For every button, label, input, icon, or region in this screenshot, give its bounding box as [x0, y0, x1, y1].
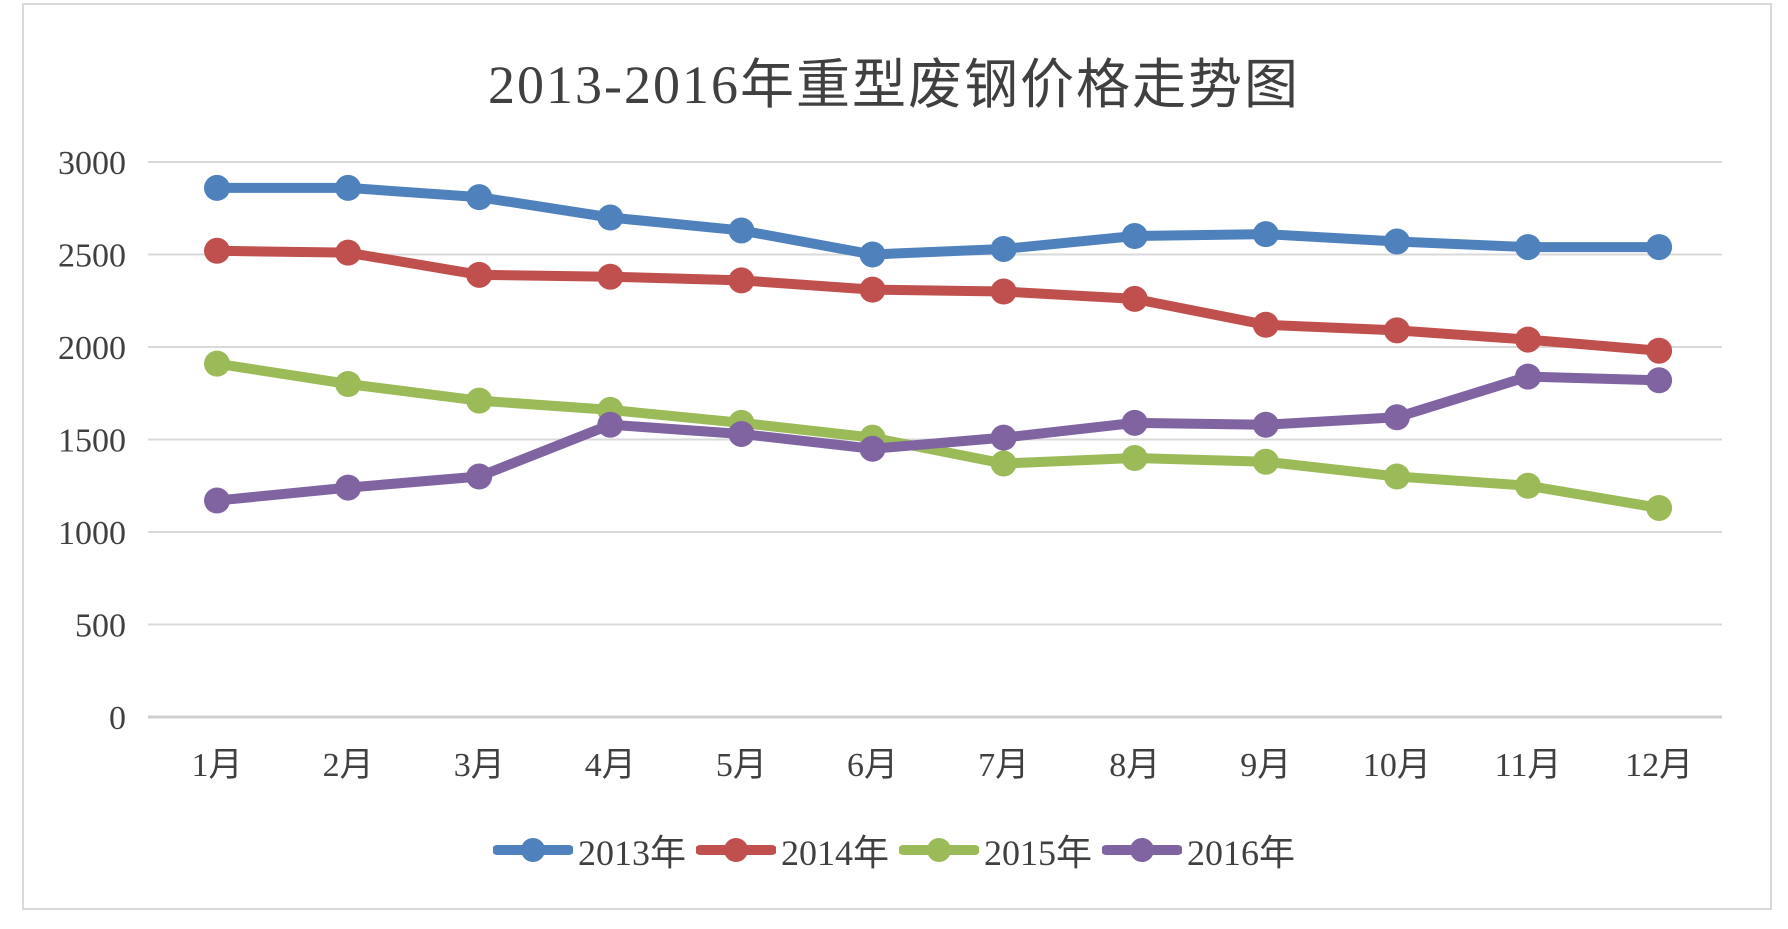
- data-point-marker: [204, 487, 230, 514]
- data-point-marker: [990, 278, 1017, 305]
- data-point-marker: [990, 450, 1017, 477]
- data-point-marker: [335, 371, 362, 397]
- data-point-marker: [204, 350, 230, 377]
- data-point-marker: [204, 174, 230, 201]
- x-axis-tick-label: 1月: [192, 747, 243, 784]
- data-point-marker: [1121, 223, 1148, 249]
- data-point-marker: [1383, 404, 1410, 431]
- legend-marker-icon: [1102, 838, 1183, 862]
- y-axis-tick-label: 0: [109, 700, 126, 737]
- data-point-marker: [1121, 285, 1148, 312]
- data-point-marker: [1121, 409, 1148, 436]
- data-point-marker: [1383, 228, 1410, 255]
- legend-item-2015: 2015年: [899, 824, 1092, 876]
- data-point-marker: [1121, 445, 1148, 471]
- data-point-marker: [1515, 234, 1541, 261]
- data-point-marker: [1515, 326, 1541, 353]
- data-point-marker: [1383, 317, 1410, 344]
- legend-item-label: 2014年: [780, 833, 889, 873]
- legend-marker-icon: [492, 838, 573, 862]
- data-point-marker: [1515, 472, 1541, 499]
- data-point-marker: [1646, 337, 1673, 364]
- legend-marker-icon: [695, 838, 776, 862]
- data-point-marker: [466, 387, 493, 414]
- data-point-marker: [728, 217, 755, 244]
- data-point-marker: [204, 237, 230, 264]
- data-point-marker: [990, 424, 1017, 451]
- data-point-marker: [1252, 311, 1279, 338]
- data-point-marker: [1646, 494, 1673, 521]
- data-point-marker: [1383, 463, 1410, 490]
- data-point-marker: [1252, 448, 1279, 475]
- data-point-marker: [597, 263, 624, 290]
- legend-marker-icon: [899, 838, 979, 862]
- series-line-2014: [212, 245, 1665, 356]
- data-point-marker: [859, 241, 886, 268]
- data-point-marker: [335, 474, 362, 501]
- data-point-marker: [466, 184, 493, 211]
- data-point-marker: [1646, 234, 1673, 261]
- legend-item-2013: 2013年: [492, 824, 686, 876]
- data-point-marker: [466, 261, 493, 288]
- y-axis-tick-label: 1500: [58, 423, 126, 460]
- series-line-2015: [212, 358, 1665, 513]
- y-axis-tick-label: 3000: [58, 145, 126, 182]
- x-axis-tick-label: 3月: [454, 747, 505, 784]
- data-point-marker: [728, 420, 755, 447]
- legend-item-label: 2015年: [984, 833, 1093, 873]
- legend-item-2016: 2016年: [1102, 824, 1295, 876]
- x-axis-tick-label: 2月: [323, 747, 374, 784]
- data-point-marker: [990, 235, 1017, 262]
- data-point-marker: [1646, 367, 1673, 394]
- data-point-marker: [1515, 363, 1541, 390]
- x-axis-tick-label: 9月: [1240, 747, 1291, 784]
- x-axis-tick-label: 12月: [1625, 747, 1693, 784]
- data-point-marker: [1252, 221, 1279, 248]
- data-point-marker: [466, 463, 493, 490]
- legend-item-label: 2016年: [1187, 833, 1296, 873]
- legend-item-label: 2013年: [577, 833, 686, 873]
- legend-item-2014: 2014年: [695, 824, 889, 876]
- x-axis-tick-label: 5月: [716, 747, 767, 784]
- data-point-marker: [728, 267, 755, 294]
- y-axis-tick-label: 1000: [58, 515, 126, 552]
- data-point-marker: [859, 435, 886, 462]
- data-point-marker: [859, 276, 886, 303]
- x-axis-tick-label: 11月: [1495, 747, 1562, 784]
- series-line-2016: [212, 371, 1665, 506]
- chart-title: 2013-2016年重型废钢价格走势图: [488, 55, 1300, 115]
- data-point-marker: [597, 204, 624, 231]
- y-axis-tick-label: 2000: [58, 330, 126, 367]
- data-point-marker: [1252, 411, 1279, 438]
- series-line-2013: [212, 182, 1665, 260]
- x-axis-tick-label: 10月: [1363, 747, 1431, 784]
- chart-legend: 2013年 2014年 2015年 2016年: [0, 826, 1788, 874]
- data-point-marker: [597, 411, 624, 438]
- data-point-marker: [335, 239, 362, 266]
- data-point-marker: [335, 174, 362, 201]
- x-axis-tick-label: 8月: [1109, 747, 1160, 784]
- x-axis-tick-label: 4月: [585, 747, 636, 784]
- x-axis-tick-label: 7月: [978, 747, 1029, 784]
- y-axis-tick-label: 500: [75, 608, 126, 645]
- chart-frame: [22, 3, 1772, 910]
- x-axis-tick-label: 6月: [847, 747, 898, 784]
- y-axis-tick-label: 2500: [58, 238, 126, 275]
